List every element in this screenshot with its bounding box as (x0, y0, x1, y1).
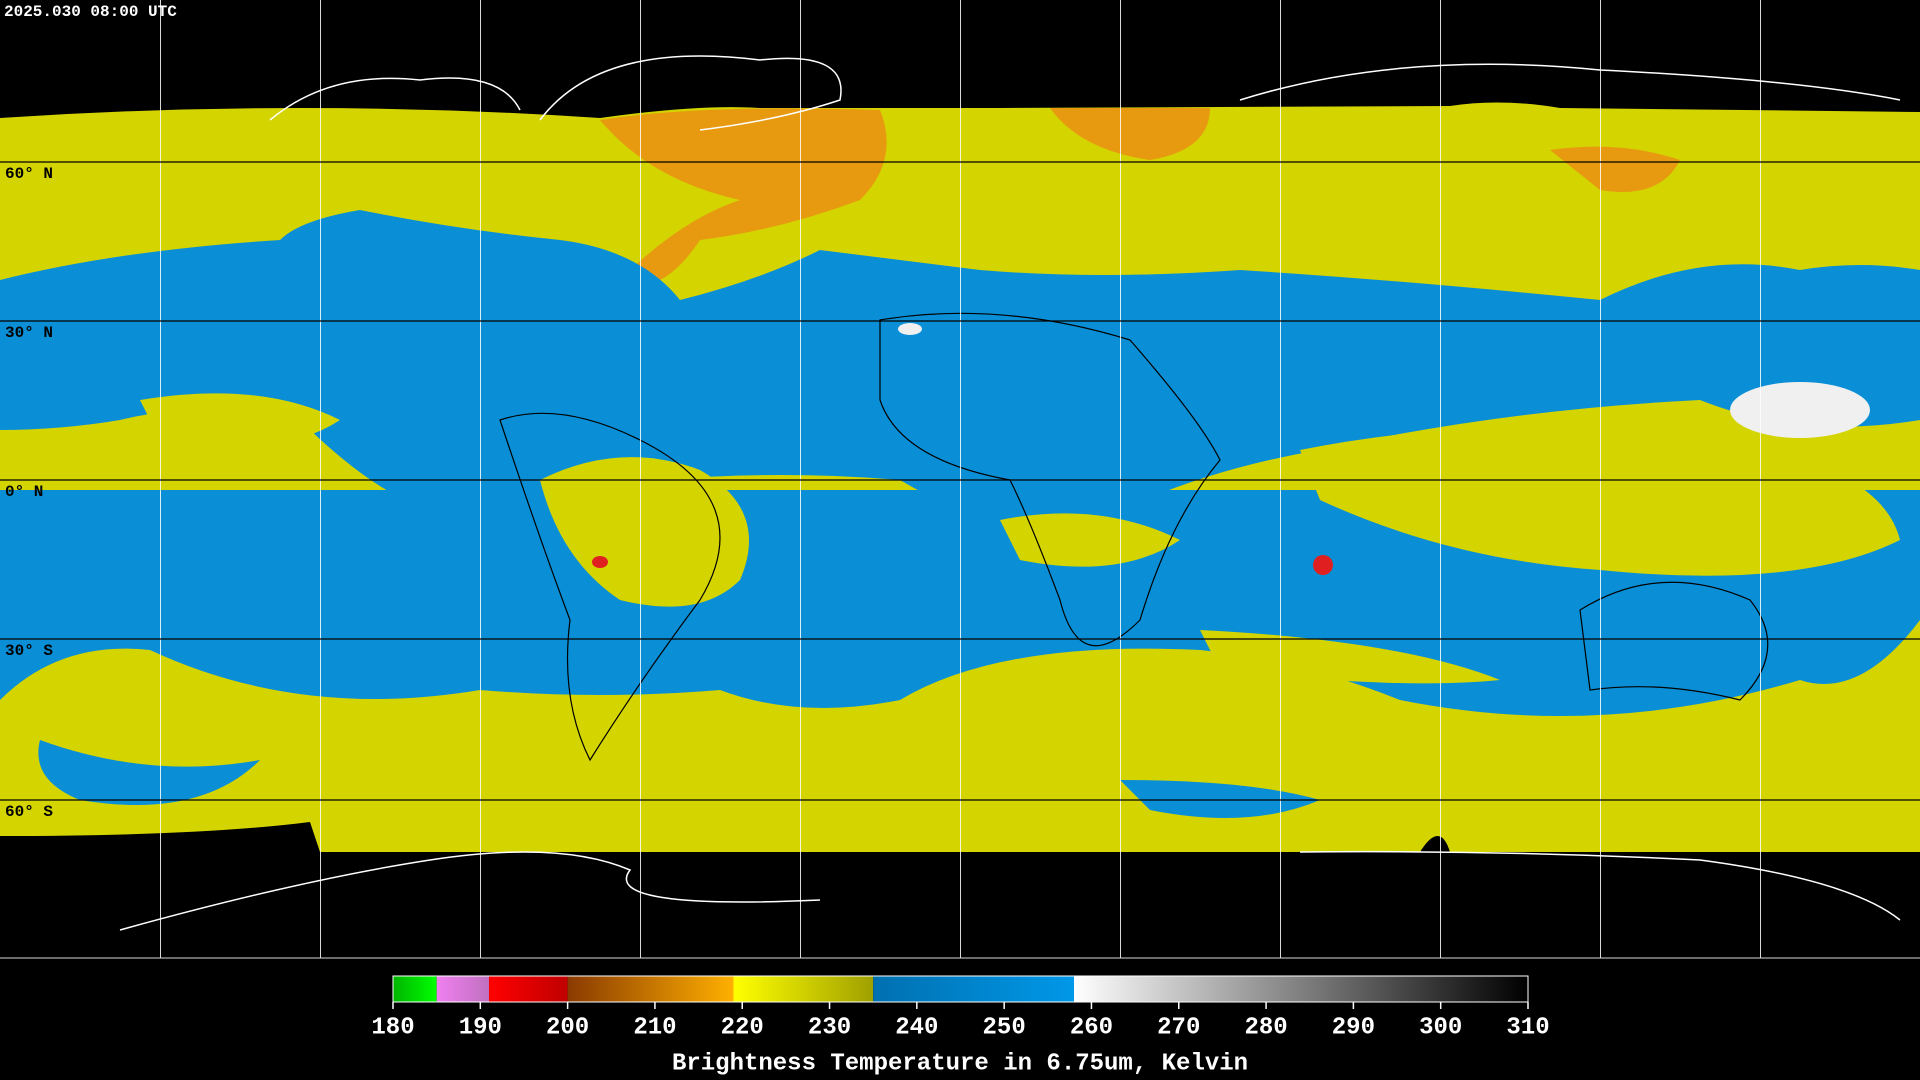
coastline (119, 850, 1901, 931)
coastline (499, 412, 721, 762)
colorbar-segment (733, 976, 874, 1002)
storm-core (1313, 555, 1333, 575)
colorbar-tick-label: 280 (1244, 1014, 1287, 1041)
coastline (1579, 581, 1769, 701)
cloud-cluster (540, 457, 749, 607)
colorbar-tick-label: 240 (895, 1014, 938, 1041)
colorbar: 180 190 200 210 220 230 240 250 260 270 280 290 300 3… (371, 975, 1550, 1041)
colorbar-segment (436, 976, 490, 1002)
blue-area (1120, 780, 1320, 818)
orange-area (1050, 108, 1210, 160)
orange-area (1550, 146, 1680, 192)
latitude-label: 30° N (5, 324, 53, 342)
colorbar-tick-label: 260 (1070, 1014, 1113, 1041)
coastline (269, 77, 521, 121)
cloud-cluster (140, 393, 340, 447)
latitude-label: 30° S (5, 642, 53, 660)
colorbar-frame (392, 975, 1529, 1003)
colorbar-tick-label: 270 (1157, 1014, 1200, 1041)
latitude-label: 0° N (5, 483, 43, 501)
colorbar-tick-label: 200 (546, 1014, 589, 1041)
coastline (539, 55, 842, 131)
map: 2025.030 08:00 UTC 60° N30° N0° N30° S60… (0, 0, 1920, 959)
colorbar-tick-label: 210 (633, 1014, 676, 1041)
colorbar-tick-label: 250 (983, 1014, 1026, 1041)
storm-core (592, 556, 608, 568)
orange-area (600, 108, 887, 285)
cloud-cluster (1200, 630, 1500, 684)
colorbar-segment (873, 976, 1074, 1002)
colorbar-segment (1074, 976, 1528, 1002)
colorbar-label: Brightness Temperature in 6.75um, Kelvin (672, 1050, 1248, 1077)
colorbar-tick-label: 190 (459, 1014, 502, 1041)
colorbar-tick-label: 310 (1506, 1014, 1549, 1041)
latitude-labels: 60° N 30° N 0° N 30° S 60° S (5, 165, 53, 821)
colorbar-tick-label: 290 (1332, 1014, 1375, 1041)
cold-spot (1730, 382, 1870, 438)
colorbar-segment (567, 976, 734, 1002)
colorbar-tick-label: 230 (808, 1014, 851, 1041)
latitude-label: 60° S (5, 803, 53, 821)
cloud-cluster (1000, 513, 1180, 567)
colorbar-tick-label: 300 (1419, 1014, 1462, 1041)
graticule (0, 0, 1920, 959)
timestamp: 2025.030 08:00 UTC (4, 3, 177, 21)
colorbar-segment (393, 976, 437, 1002)
cold-spot (898, 323, 922, 335)
colorbar-segment (489, 976, 568, 1002)
colorbar-tick-label: 180 (371, 1014, 414, 1041)
latitude-label: 60° N (5, 165, 53, 183)
colorbar-tick-label: 220 (721, 1014, 764, 1041)
blue-area (38, 740, 260, 805)
coastline (1239, 63, 1901, 101)
